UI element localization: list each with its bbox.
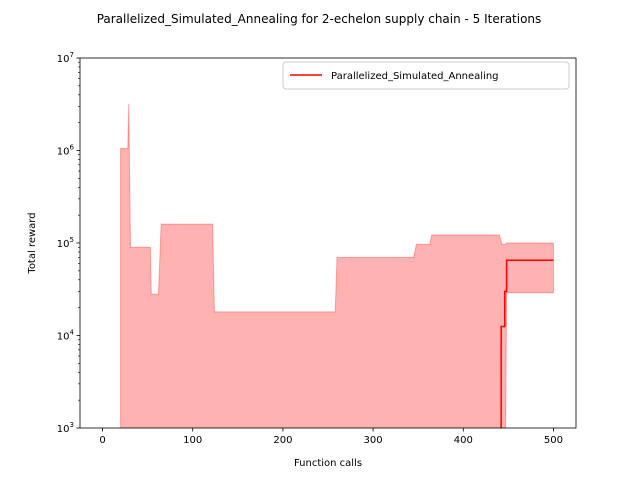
x-tick-label: 500 xyxy=(544,435,563,446)
y-tick-label: 107 xyxy=(57,51,74,65)
legend-box xyxy=(282,61,570,90)
plot-inner xyxy=(120,103,554,428)
legend: Parallelized_Simulated_Annealing xyxy=(282,61,570,90)
legend-label: Parallelized_Simulated_Annealing xyxy=(331,71,499,82)
x-tick-label: 300 xyxy=(364,435,383,446)
axes: 0 100 200 300 400 500 103 104 105 106 107 xyxy=(57,51,577,446)
series-line-0 xyxy=(500,259,554,428)
x-axis-label: Function calls xyxy=(294,458,362,469)
range-band xyxy=(120,103,554,428)
x-tick-label: 200 xyxy=(273,435,292,446)
y-tick-label: 103 xyxy=(57,421,74,435)
x-tick-label: 0 xyxy=(99,435,105,446)
y-tick-label: 105 xyxy=(57,236,74,250)
y-tick-label: 104 xyxy=(57,329,75,343)
chart-title: Parallelized_Simulated_Annealing for 2-e… xyxy=(97,12,542,26)
y-axis-label: Total reward xyxy=(27,212,38,274)
x-tick-label: 400 xyxy=(454,435,473,446)
y-tick-label: 106 xyxy=(57,144,75,158)
x-tick-label: 100 xyxy=(183,435,202,446)
plot-area xyxy=(120,103,554,428)
